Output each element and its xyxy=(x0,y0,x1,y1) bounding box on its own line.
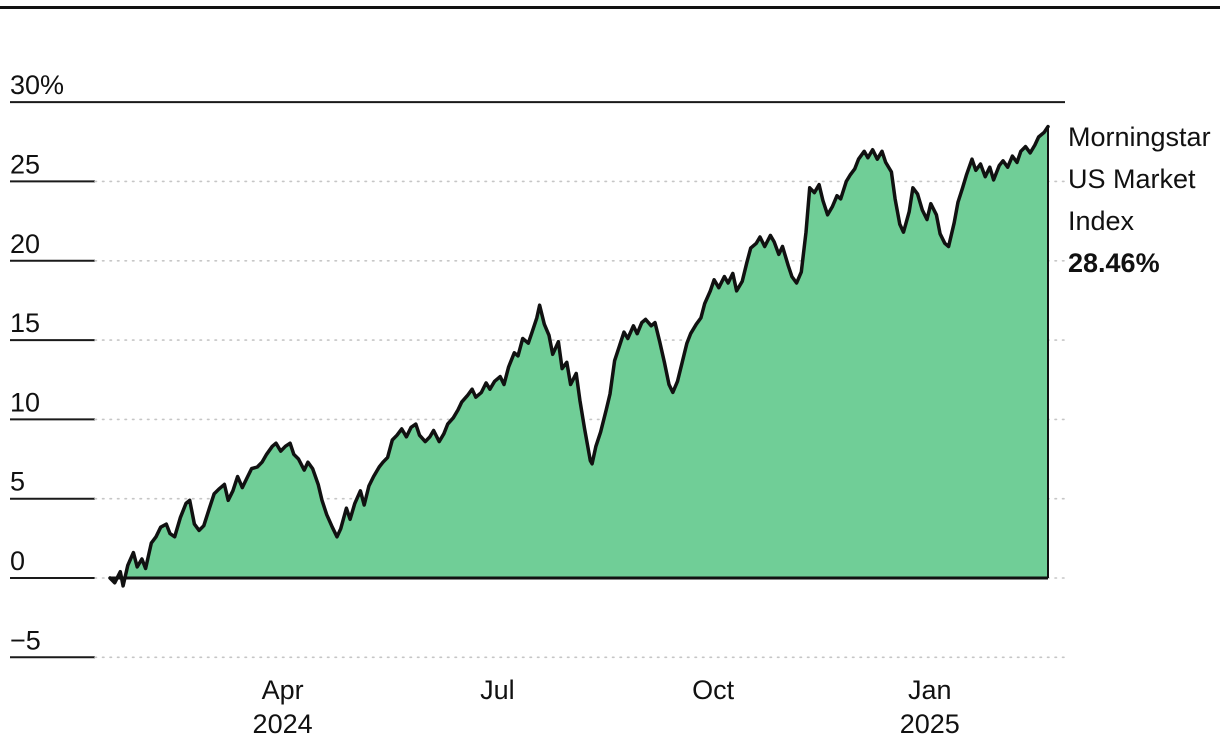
x-axis-year-label: 2024 xyxy=(253,709,313,739)
y-axis-label: 20 xyxy=(10,229,40,259)
series-value: 28.46% xyxy=(1068,248,1160,278)
series-name: Morningstar US Market Index xyxy=(1068,122,1211,236)
y-axis-label: 5 xyxy=(10,467,25,497)
x-axis-label: Oct xyxy=(692,675,735,705)
y-axis-label: 30% xyxy=(10,70,64,100)
x-axis-label: Apr xyxy=(262,675,304,705)
x-axis-year-label: 2025 xyxy=(900,709,960,739)
x-axis-label: Jul xyxy=(480,675,515,705)
series-legend: Morningstar US Market Index 28.46% xyxy=(1068,116,1220,284)
y-axis-label: 15 xyxy=(10,308,40,338)
x-axis-label: Jan xyxy=(908,675,952,705)
top-rule xyxy=(0,6,1220,9)
y-axis-label: 0 xyxy=(10,546,25,576)
y-axis-label: −5 xyxy=(10,625,41,655)
y-axis-label: 10 xyxy=(10,387,40,417)
area-fill xyxy=(110,126,1048,586)
series-line xyxy=(108,124,1050,588)
y-axis-label: 25 xyxy=(10,149,40,179)
